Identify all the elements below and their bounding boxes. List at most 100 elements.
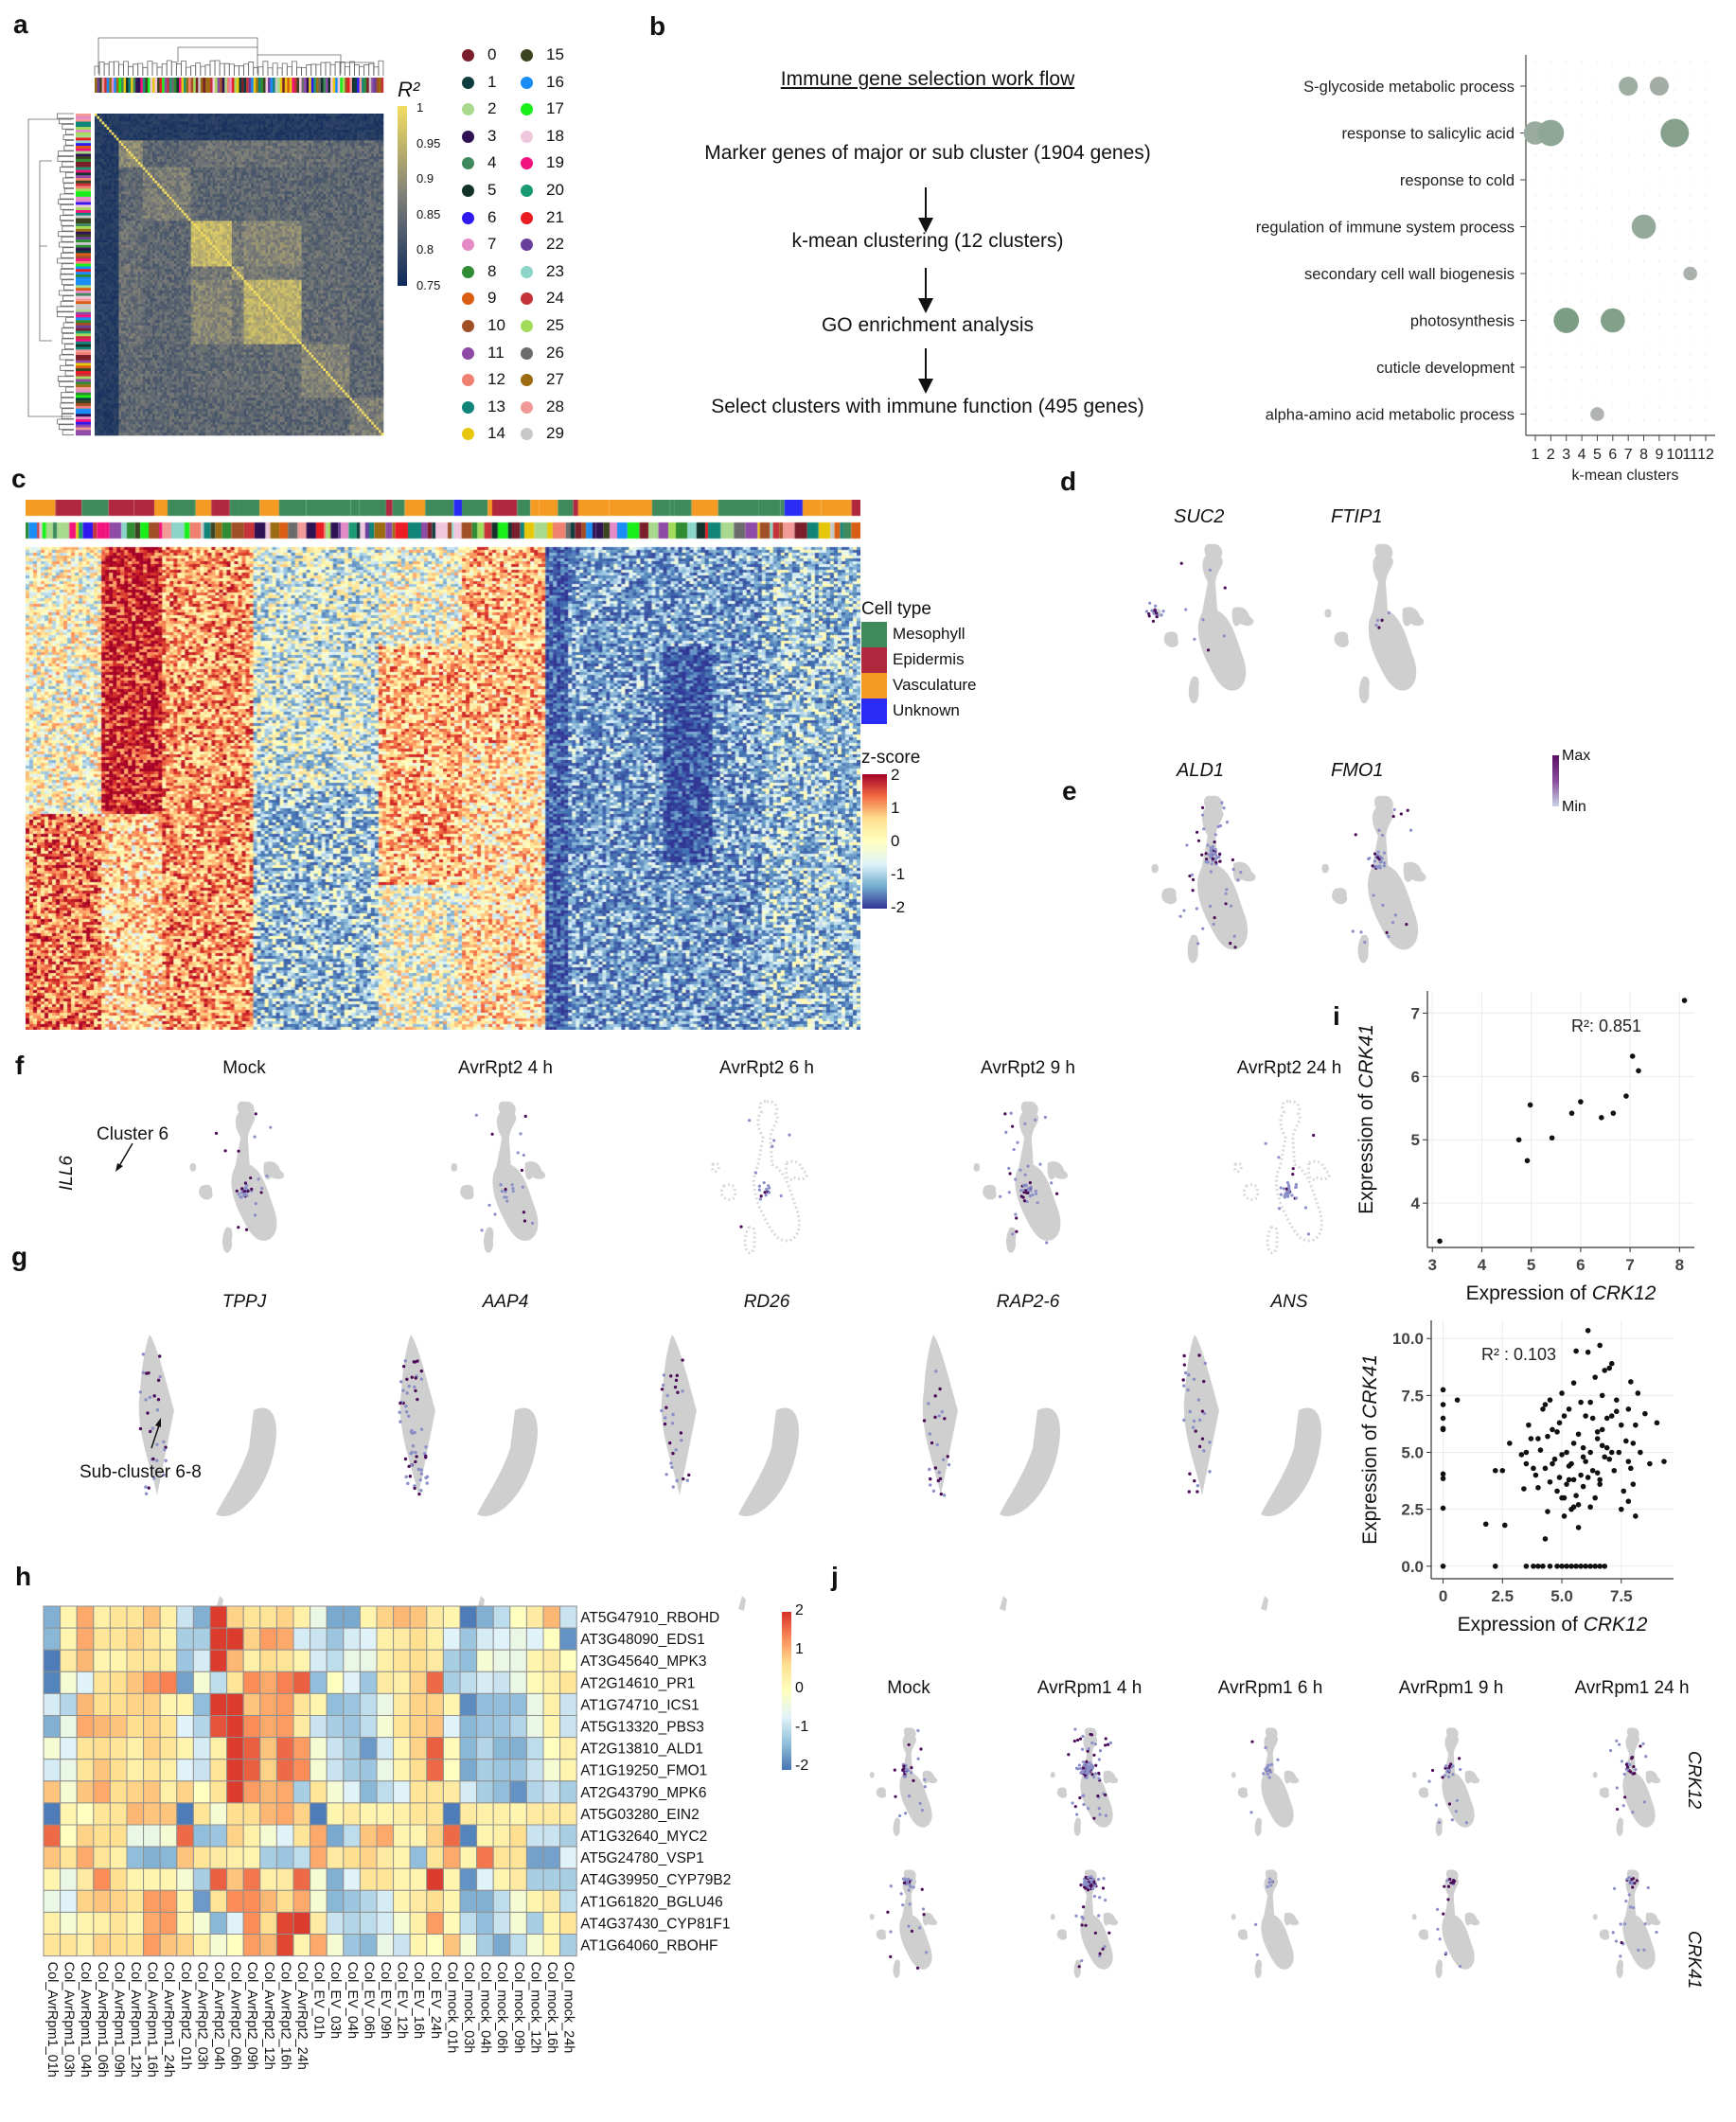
expression-dot	[1225, 821, 1230, 824]
expression-dot	[763, 1191, 767, 1194]
grid-dot	[1674, 168, 1676, 169]
cluster-legend-item: 0	[462, 45, 496, 64]
expression-dot	[1374, 623, 1378, 628]
cluster-color-bar-left	[76, 239, 91, 243]
grid-dot	[1565, 366, 1568, 368]
grid-dot	[1674, 181, 1676, 183]
expression-dot	[1279, 1193, 1284, 1196]
grid-dot	[1581, 353, 1583, 355]
grid-dot	[1565, 88, 1568, 90]
expression-dot	[918, 1801, 922, 1805]
grid-dot	[1689, 287, 1692, 289]
cluster-color-bar-left	[76, 274, 91, 278]
expression-dot	[1178, 914, 1182, 918]
data-point	[1537, 1447, 1544, 1453]
grid-dot	[1581, 313, 1583, 315]
expression-dot	[903, 1775, 907, 1778]
grid-dot	[1658, 433, 1660, 434]
expression-dot	[422, 1452, 427, 1456]
expression-dot	[1372, 893, 1375, 897]
cluster-color-bar-top	[181, 78, 185, 93]
cluster-color-bar-top	[220, 78, 222, 93]
cluster-color-dot	[462, 346, 474, 360]
expression-dot	[520, 1168, 523, 1173]
data-point	[1568, 1110, 1575, 1116]
cluster-color-bar-top	[304, 78, 307, 93]
expression-dot	[1187, 1490, 1191, 1494]
expression-dot	[419, 1427, 424, 1431]
expression-dot	[759, 1194, 763, 1198]
cluster-color-bar-left	[76, 247, 91, 251]
expression-dot	[250, 1187, 254, 1191]
cluster-color-bar-left	[76, 162, 91, 166]
expression-dot	[1206, 843, 1210, 847]
expression-dot	[1222, 634, 1226, 638]
cluster-color-bar-top	[292, 78, 295, 93]
expression-dot	[1201, 618, 1205, 622]
data-point	[1578, 1399, 1584, 1406]
data-point	[1440, 1563, 1446, 1569]
expression-dot	[1026, 1164, 1030, 1168]
cluster-color-bar-top	[215, 78, 218, 93]
expression-dot	[1038, 1162, 1042, 1166]
cluster-color-bar-left	[76, 269, 91, 273]
umap-cluster-shape	[460, 1184, 474, 1200]
cluster-color-bar-top	[268, 78, 271, 93]
grid-dot	[1596, 260, 1599, 262]
expression-dot	[687, 1473, 691, 1477]
data-point	[1542, 1465, 1549, 1472]
cluster-color-bar-left	[76, 421, 91, 425]
expression-dot	[164, 1459, 168, 1462]
grid-dot	[1612, 88, 1614, 90]
cluster-color-bar-top	[137, 78, 141, 93]
go-term-label: cuticle development	[1376, 360, 1515, 377]
expression-dot	[1229, 942, 1232, 946]
data-point	[1618, 1506, 1624, 1512]
expression-dot	[1214, 860, 1218, 864]
expression-dot	[1387, 934, 1391, 938]
expression-dot	[1191, 1425, 1196, 1429]
expression-dot	[681, 1358, 684, 1362]
cluster-color-bar-left	[76, 339, 91, 343]
grid-dot	[1612, 194, 1614, 196]
expression-dot	[916, 1757, 920, 1760]
expression-dot	[1153, 609, 1157, 612]
r2-tick-label: 0.8	[416, 242, 434, 256]
data-point	[1592, 1374, 1598, 1380]
arrow-down-icon	[918, 187, 933, 233]
workflow-title: Immune gene selection work flow	[780, 68, 1075, 90]
expression-dot	[933, 1466, 938, 1470]
umap-cluster-shape	[399, 1335, 435, 1495]
cluster-color-bar-left	[76, 368, 91, 372]
umap-subcluster-AAP4	[398, 1335, 538, 1611]
grid-dot	[1581, 207, 1583, 209]
data-point	[1578, 1099, 1584, 1105]
grid-dot	[1705, 433, 1707, 434]
grid-dot	[1674, 274, 1676, 275]
cluster-color-bar-left	[76, 226, 91, 230]
r2-tick-label: 0.85	[416, 206, 441, 221]
expression-dot	[680, 1439, 683, 1442]
arrow-down-icon	[918, 348, 933, 394]
expression-dot	[1154, 604, 1158, 608]
cluster-id-label: 21	[546, 207, 564, 226]
data-point	[1492, 1467, 1498, 1474]
grid-dot	[1534, 433, 1536, 434]
expression-dot	[1214, 857, 1218, 860]
cluster-color-bar-top	[262, 78, 266, 93]
expression-dot	[1015, 1229, 1019, 1233]
go-bubble	[1537, 119, 1565, 147]
expression-dot	[1200, 1437, 1205, 1441]
data-point	[1559, 1563, 1565, 1569]
grid-dot	[1612, 340, 1614, 342]
data-point	[1570, 1380, 1577, 1386]
grid-dot	[1612, 393, 1614, 395]
expression-dot	[246, 1189, 250, 1194]
grid-dot	[1612, 128, 1614, 130]
expression-dot	[664, 1416, 667, 1420]
umap-cluster-shape	[1232, 861, 1256, 882]
cluster-id-label: 2	[487, 99, 497, 118]
umap-subcluster-ANS	[1181, 1335, 1321, 1611]
expression-dot	[1183, 1370, 1188, 1375]
grid-dot	[1550, 406, 1552, 408]
